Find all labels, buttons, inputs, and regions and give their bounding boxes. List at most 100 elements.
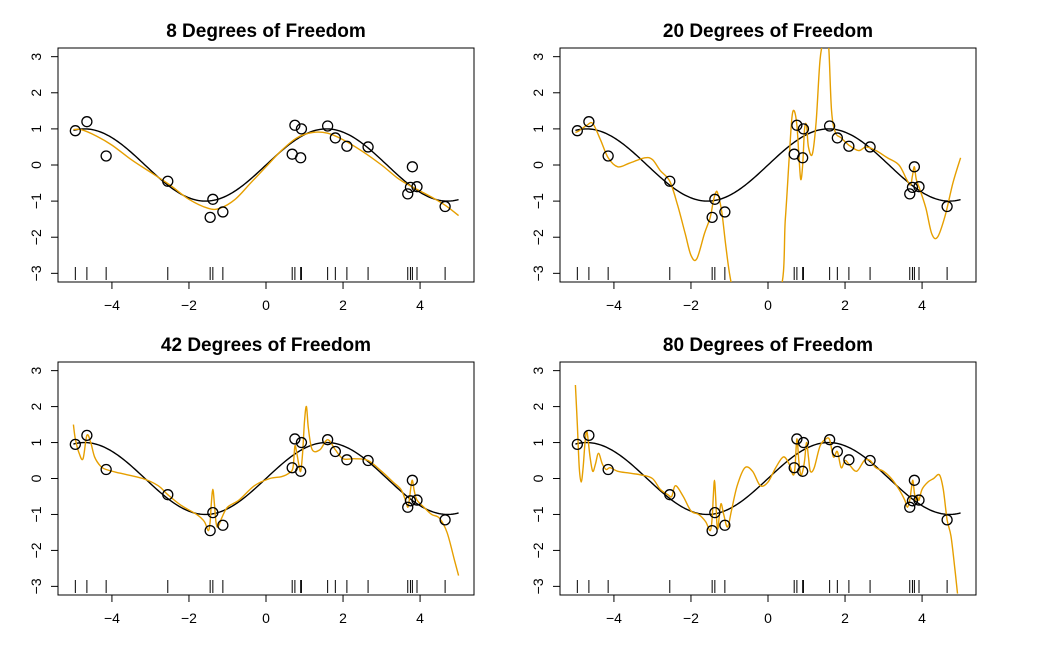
x-tick-label: −2	[683, 610, 699, 626]
y-tick-label: −3	[530, 265, 546, 281]
data-point	[823, 120, 836, 132]
data-point	[207, 193, 219, 205]
data-point	[329, 132, 341, 144]
data-point	[207, 507, 219, 519]
true-function-curve	[575, 441, 961, 516]
x-tick-label: −2	[181, 297, 197, 313]
y-tick-label: 0	[28, 161, 44, 169]
data-point	[162, 489, 174, 501]
data-point	[341, 454, 353, 466]
data-point	[904, 188, 916, 200]
data-point	[904, 501, 916, 513]
panel-title: 42 Degrees of Freedom	[161, 335, 371, 356]
panel-4: 80 Degrees of Freedom −4 −2 0 2 4 −3 −2 −1 0 1 2 3	[530, 335, 977, 626]
data-point	[908, 161, 921, 173]
plot-frame	[559, 361, 977, 596]
x-tick-label: 2	[841, 610, 849, 626]
data-point	[797, 465, 809, 477]
y-tick-label: 0	[28, 474, 44, 482]
data-point	[913, 181, 925, 193]
x-tick-label: −4	[104, 610, 120, 626]
data-point	[100, 463, 112, 476]
data-point	[162, 175, 174, 187]
data-point	[204, 524, 216, 537]
data-point	[797, 152, 809, 164]
data-point	[571, 125, 583, 137]
data-point	[329, 445, 341, 458]
fitted-spline-curve	[72, 405, 460, 576]
data-point	[709, 193, 721, 205]
data-point	[439, 514, 451, 526]
y-tick-label: 2	[530, 402, 546, 410]
data-point	[321, 120, 334, 132]
y-tick-label: −1	[530, 506, 546, 522]
data-point	[571, 438, 583, 450]
data-point	[439, 200, 451, 213]
data-point	[831, 132, 843, 144]
data-point	[411, 494, 423, 506]
x-tick-label: −4	[104, 297, 120, 313]
y-tick-label: 3	[28, 367, 44, 375]
data-point	[406, 161, 419, 173]
data-point	[402, 501, 414, 513]
data-point	[706, 524, 718, 537]
panel-3: 42 Degrees of Freedom −4 −2 0 2 4 −3 −2 −1 0 1 2 3	[28, 335, 475, 626]
panel-2: 20 Degrees of Freedom −4 −2 0 2 4 −3 −2 −1 0 1 2 3	[530, 21, 977, 313]
x-tick-label: 2	[339, 610, 347, 626]
data-point	[362, 141, 374, 153]
data-point	[913, 494, 925, 506]
true-function-curve	[575, 128, 961, 202]
data-point	[321, 434, 334, 446]
data-point	[406, 474, 419, 486]
panel-title: 20 Degrees of Freedom	[663, 21, 873, 42]
y-tick-label: −2	[530, 229, 546, 245]
fitted-spline-curve	[574, 384, 959, 594]
data-point	[583, 116, 595, 128]
data-point	[843, 454, 855, 466]
y-tick-label: −3	[28, 578, 44, 594]
data-point	[404, 495, 417, 507]
y-tick-label: 0	[530, 161, 546, 169]
data-point	[204, 211, 216, 224]
data-point	[791, 433, 803, 445]
data-point	[797, 123, 810, 135]
y-tick-label: 0	[530, 474, 546, 482]
x-tick-label: 0	[764, 610, 772, 626]
data-point	[69, 125, 81, 137]
data-point	[583, 429, 595, 442]
data-point	[341, 140, 353, 152]
data-point	[791, 119, 803, 131]
x-tick-label: 2	[339, 297, 347, 313]
true-function-curve	[73, 441, 459, 516]
data-point	[295, 152, 307, 164]
x-tick-label: 0	[764, 297, 772, 313]
data-point	[81, 429, 93, 442]
data-point	[295, 123, 308, 135]
plot-frame	[559, 47, 977, 283]
true-function-curve	[73, 128, 459, 202]
data-point	[411, 181, 423, 193]
data-point	[217, 519, 229, 531]
data-point	[797, 436, 810, 449]
x-tick-label: 4	[416, 610, 424, 626]
data-point	[404, 181, 417, 194]
x-tick-label: 4	[416, 297, 424, 313]
x-tick-label: 4	[918, 297, 926, 313]
data-point	[69, 438, 81, 450]
y-tick-label: −2	[28, 542, 44, 558]
data-point	[602, 150, 614, 162]
y-tick-label: −1	[28, 193, 44, 209]
data-point	[709, 507, 721, 519]
data-point	[906, 495, 919, 507]
x-tick-label: −4	[606, 610, 622, 626]
y-tick-label: −2	[530, 542, 546, 558]
data-point	[843, 140, 855, 152]
x-tick-label: −2	[181, 610, 197, 626]
data-point	[941, 200, 953, 213]
data-point	[602, 463, 614, 476]
y-tick-label: −3	[530, 578, 546, 594]
data-point	[864, 454, 876, 467]
y-tick-label: 3	[530, 53, 546, 61]
plot-frame	[57, 361, 475, 596]
